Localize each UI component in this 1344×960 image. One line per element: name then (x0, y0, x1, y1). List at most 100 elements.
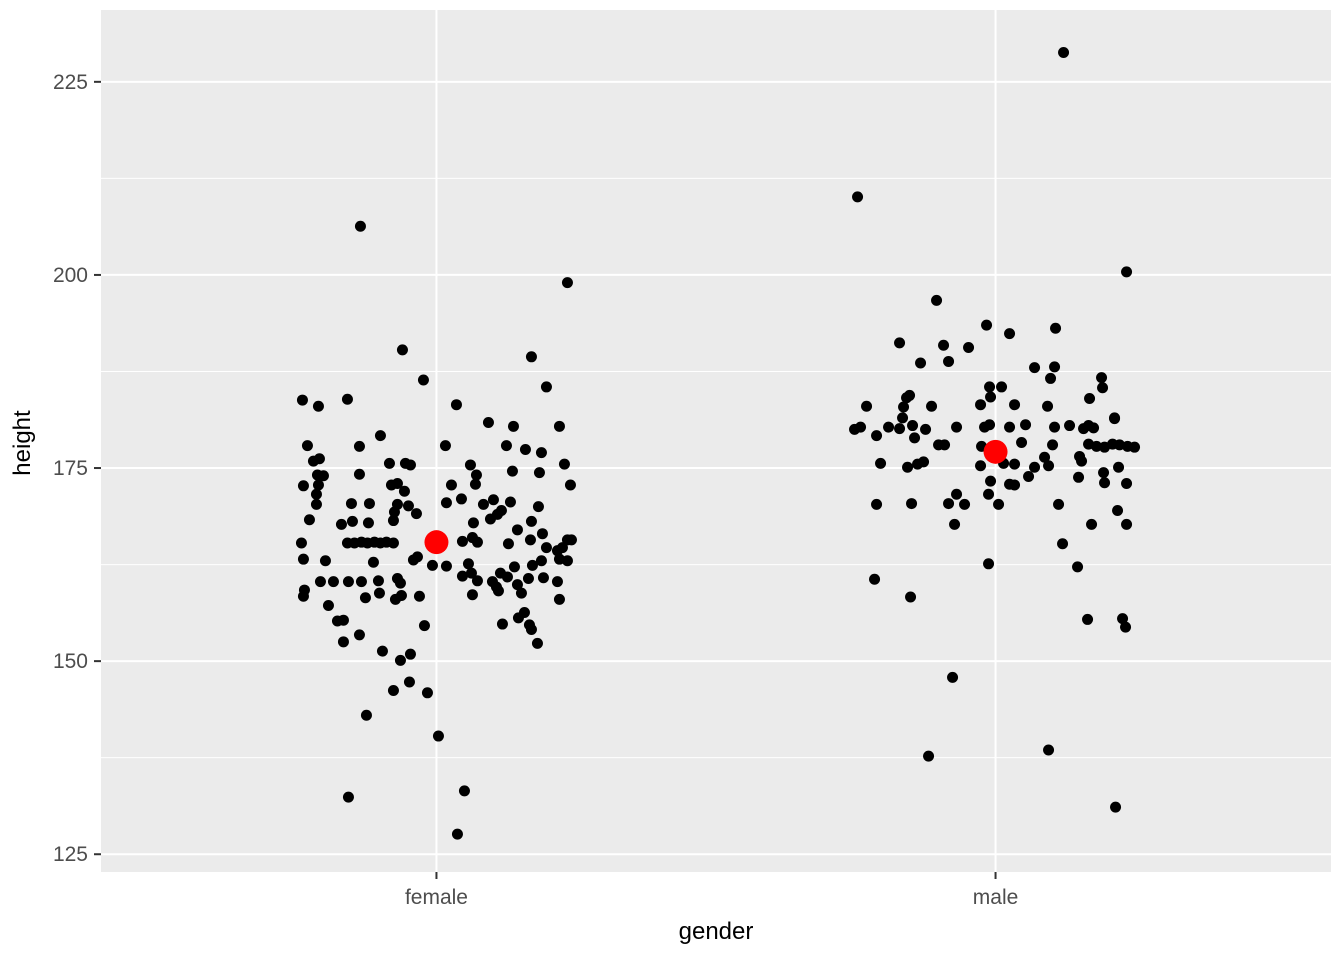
data-point-female (367, 556, 379, 568)
data-point-female (470, 469, 482, 481)
data-point-female (335, 518, 347, 530)
data-point-female (337, 636, 349, 648)
data-point-male (1073, 471, 1085, 483)
data-point-female (402, 500, 414, 512)
data-point-female (462, 558, 474, 570)
data-point-male (1009, 399, 1021, 411)
data-point-male (1064, 420, 1076, 432)
data-point-female (317, 470, 329, 482)
data-point-female (525, 351, 537, 363)
data-point-female (353, 629, 365, 641)
data-point-male (1049, 421, 1061, 433)
data-point-female (519, 443, 531, 455)
data-point-male (1120, 621, 1132, 633)
data-point-female (410, 508, 422, 520)
data-point-male (1117, 613, 1129, 625)
data-point-male (1047, 439, 1059, 451)
data-point-female (295, 537, 307, 549)
data-point-male (983, 488, 995, 500)
data-point-female (564, 479, 576, 491)
data-point-female (413, 590, 425, 602)
data-point-female (456, 535, 468, 547)
data-point-male (1049, 361, 1061, 373)
data-point-male (904, 389, 916, 401)
data-point-male (918, 456, 930, 468)
data-point-female (403, 676, 415, 688)
data-point-male (1072, 561, 1084, 573)
data-point-female (553, 420, 565, 432)
data-point-female (535, 447, 547, 459)
data-point-female (312, 400, 324, 412)
data-point-female (327, 576, 339, 588)
data-point-male (1029, 362, 1041, 374)
data-point-male (1050, 322, 1062, 334)
data-point-female (532, 501, 544, 513)
data-point-male (1088, 422, 1100, 434)
data-point-male (871, 430, 883, 442)
data-point-male (1042, 400, 1054, 412)
data-point-female (373, 587, 385, 599)
data-point-female (565, 534, 577, 546)
mean-point-male (983, 439, 1008, 464)
data-point-female (394, 654, 406, 666)
data-point-female (404, 459, 416, 471)
data-point-male (985, 391, 997, 403)
data-point-female (451, 828, 463, 840)
data-point-male (852, 191, 864, 203)
data-point-male (1058, 46, 1070, 58)
data-point-female (504, 496, 516, 508)
data-point-female (501, 571, 513, 583)
data-point-male (869, 573, 881, 585)
data-point-male (985, 475, 997, 487)
data-point-male (1091, 440, 1103, 452)
data-point-female (360, 709, 372, 721)
data-point-female (372, 575, 384, 587)
data-point-male (915, 357, 927, 369)
data-point-female (426, 559, 438, 571)
data-point-male (1129, 441, 1141, 453)
data-point-female (482, 416, 494, 428)
data-point-male (1004, 328, 1016, 340)
data-point-male (894, 337, 906, 349)
data-point-female (535, 555, 547, 567)
data-point-female (536, 528, 548, 540)
data-point-male (1082, 613, 1094, 625)
data-point-female (342, 576, 354, 588)
data-point-female (301, 440, 313, 452)
data-point-female (518, 606, 530, 618)
data-point-male (871, 498, 883, 510)
data-point-female (411, 551, 423, 563)
data-point-male (947, 671, 959, 683)
data-point-female (297, 590, 309, 602)
data-point-male (959, 498, 971, 510)
data-point-male (1043, 460, 1055, 472)
data-point-female (526, 559, 538, 571)
y-axis-title: height (9, 410, 36, 476)
data-point-female (471, 575, 483, 587)
data-point-female (387, 515, 399, 527)
data-point-female (342, 791, 354, 803)
data-point-female (551, 576, 563, 588)
data-point-male (1039, 451, 1051, 463)
data-point-male (1110, 801, 1122, 813)
data-point-male (975, 399, 987, 411)
data-point-male (855, 421, 867, 433)
data-point-male (902, 461, 914, 473)
data-point-male (1004, 421, 1016, 433)
data-point-female (432, 730, 444, 742)
data-point-male (1121, 266, 1133, 278)
data-point-female (502, 538, 514, 550)
data-point-female (346, 515, 358, 527)
data-point-female (337, 614, 349, 626)
data-point-male (1098, 467, 1110, 479)
data-point-female (440, 497, 452, 509)
data-point-female (525, 515, 537, 527)
data-point-male (926, 400, 938, 412)
data-point-female (376, 645, 388, 657)
data-point-male (1097, 382, 1109, 394)
data-point-female (404, 648, 416, 660)
data-point-female (310, 488, 322, 500)
data-point-female (440, 560, 452, 572)
data-point-male (1043, 744, 1055, 756)
